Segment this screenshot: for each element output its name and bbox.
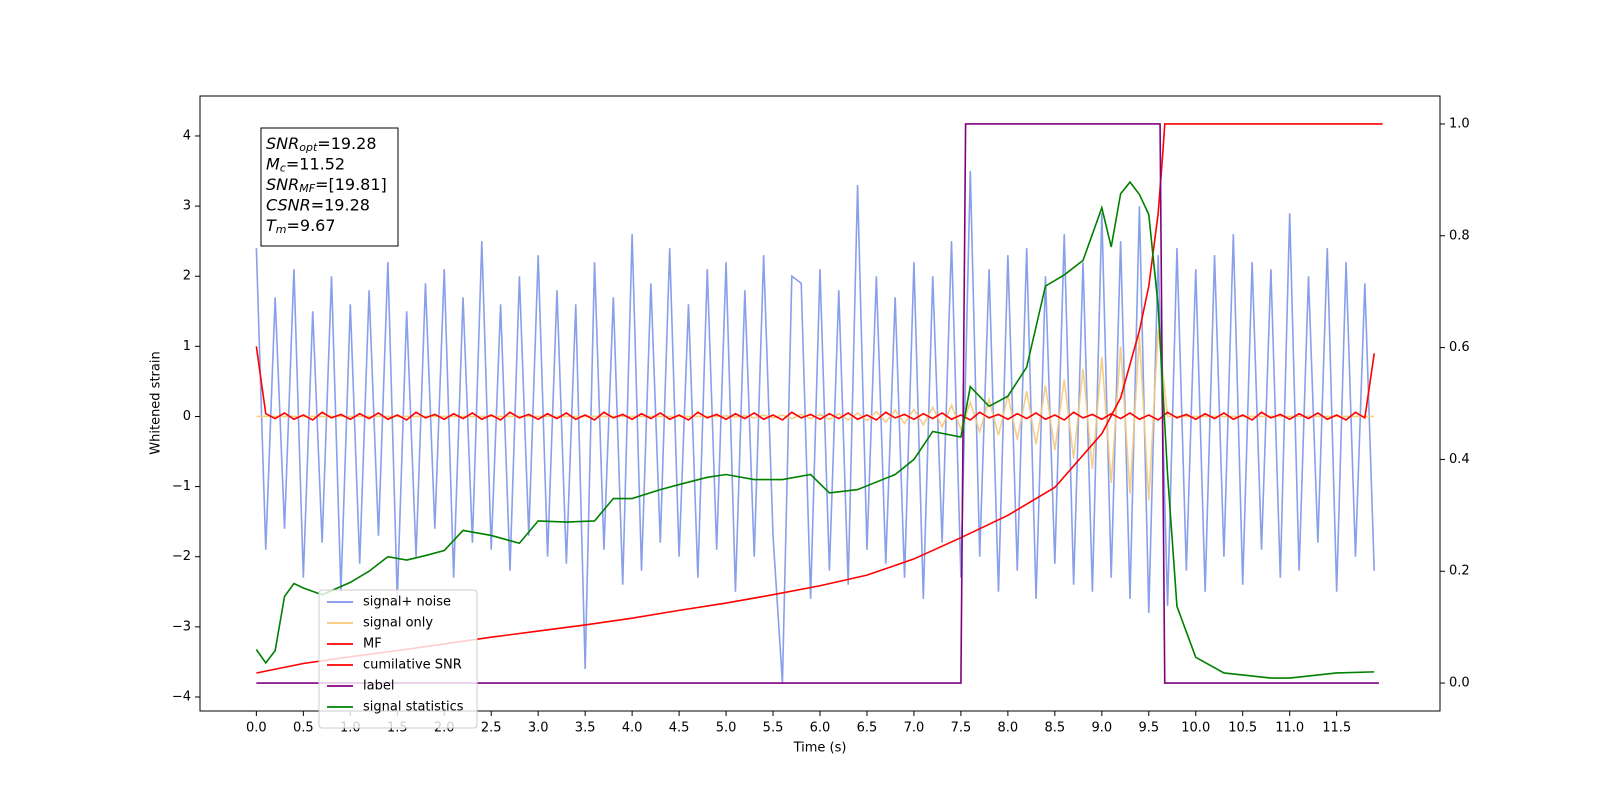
y-tick-label: 0: [183, 409, 191, 424]
y-tick-label: 4: [183, 128, 191, 143]
legend-label: label: [363, 679, 394, 694]
y-tick-label: −3: [172, 619, 191, 634]
annotation-rest: =[19.81]: [315, 175, 387, 194]
legend: signal+ noise signal only MF cumilative SNR…: [318, 589, 478, 729]
x-tick-label: 6.5: [857, 721, 878, 736]
x-tick-label: 11.5: [1322, 721, 1351, 736]
x-tick-label: 4.0: [622, 721, 643, 736]
legend-label: cumilative SNR: [363, 658, 462, 673]
annotation-sub: opt: [299, 141, 318, 154]
y-tick-label: 2: [183, 269, 191, 284]
legend-label: signal statistics: [363, 700, 464, 715]
x-tick-label: 8.0: [998, 721, 1019, 736]
x-tick-label: 10.5: [1228, 721, 1257, 736]
x-tick-label: 2.5: [481, 721, 502, 736]
annotation: SNRMF=[19.81]: [266, 175, 387, 196]
annotation-main: SNR: [266, 134, 299, 153]
x-axis-label: Time (s): [793, 741, 847, 756]
series-line: [255, 180, 1375, 679]
x-tick-label: 6.0: [810, 721, 831, 736]
annotation-rest: =19.28: [317, 134, 376, 153]
y-tick-label: 3: [183, 199, 191, 214]
x-tick-label: 3.5: [575, 721, 596, 736]
annotation-main: CSNR: [266, 195, 311, 214]
y-axis-label: Whitened strain: [149, 351, 164, 454]
x-tick-label: 4.5: [669, 721, 690, 736]
x-tick-label: 9.0: [1091, 721, 1112, 736]
legend-label: signal only: [363, 616, 433, 631]
x-tick-label: 7.5: [951, 721, 972, 736]
annotation: SNRopt=19.28: [266, 134, 377, 155]
annotation: CSNR=19.28: [266, 195, 370, 214]
x-tick-label: 10.0: [1181, 721, 1210, 736]
y2-tick-label: 1.0: [1449, 116, 1470, 131]
y-tick-label: 1: [183, 339, 191, 354]
annotation-sub: c: [280, 162, 286, 175]
x-tick-label: 11.0: [1275, 721, 1304, 736]
y-tick-label: −2: [172, 549, 191, 564]
x-tick-label: 5.0: [716, 721, 737, 736]
x-tick-label: 3.0: [528, 721, 549, 736]
y2-tick-label: 0.0: [1449, 676, 1470, 691]
annotation-main: T: [266, 216, 277, 235]
x-tick-label: 9.5: [1138, 721, 1159, 736]
annotation: Mc=11.52: [266, 154, 345, 175]
y2-tick-label: 0.2: [1449, 564, 1470, 579]
annotation-sub: m: [276, 223, 287, 236]
x-tick-label: 8.5: [1045, 721, 1066, 736]
series-line: [255, 346, 1376, 421]
annotation-sub: MF: [299, 182, 315, 195]
x-tick-label: 7.0: [904, 721, 925, 736]
annotation-main: M: [266, 154, 280, 173]
y2-tick-label: 0.8: [1449, 228, 1470, 243]
y2-tick-label: 0.6: [1449, 340, 1470, 355]
annotation-box: [260, 127, 399, 247]
y-tick-label: −1: [172, 479, 191, 494]
y2-tick-label: 0.4: [1449, 452, 1470, 467]
legend-label: signal+ noise: [363, 595, 451, 610]
x-tick-label: 0.5: [293, 721, 314, 736]
annotation-main: SNR: [266, 175, 299, 194]
annotation-rest: =11.52: [286, 154, 345, 173]
series-line: [256, 123, 1379, 684]
legend-box: [318, 589, 478, 729]
series-line: [255, 171, 1376, 684]
y-tick-label: −4: [172, 689, 191, 704]
legend-label: MF: [363, 637, 382, 652]
annotation: Tm=9.67: [266, 216, 336, 237]
annotation-rest: =19.28: [311, 195, 370, 214]
annotation-rest: =9.67: [287, 216, 336, 235]
x-tick-label: 0.0: [246, 721, 267, 736]
x-tick-label: 5.5: [763, 721, 784, 736]
